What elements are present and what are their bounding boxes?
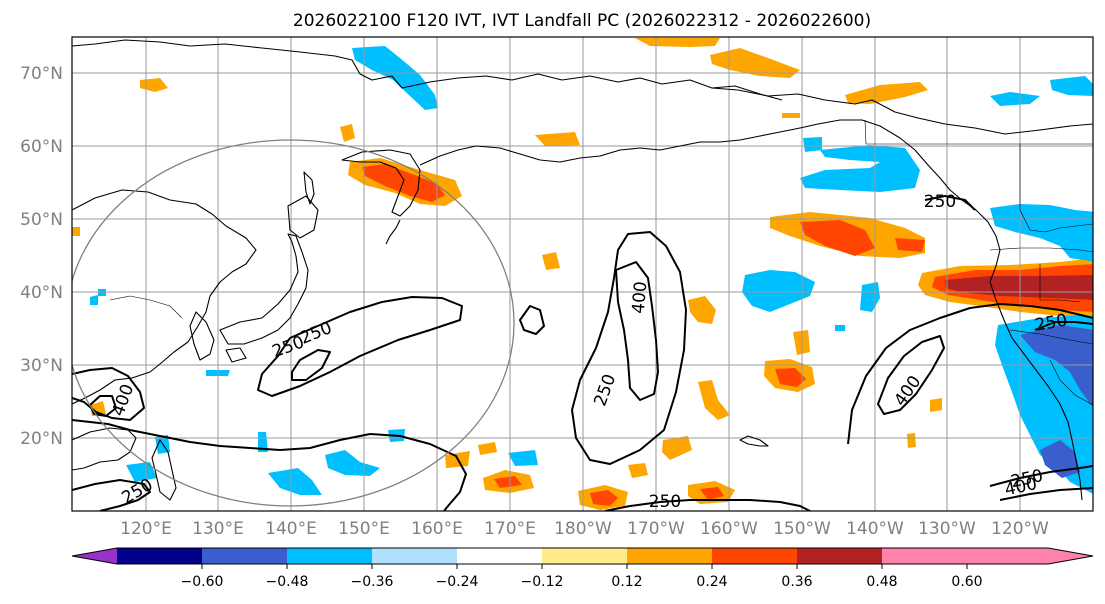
colorbar-extend-low	[72, 548, 117, 564]
colorbar-tick-label: −0.12	[521, 574, 564, 590]
colorbar: −0.60 −0.48 −0.36 −0.24 −0.12 0.12 0.24 …	[71, 547, 1094, 590]
colorbar-tick-label: 0.48	[866, 574, 897, 590]
lon-label: 170°W	[627, 519, 685, 539]
coastlines	[72, 39, 1093, 501]
lon-label: 130°W	[918, 519, 976, 539]
lon-label: 180°W	[554, 519, 612, 539]
lon-label: 120°W	[991, 519, 1049, 539]
colorbar-segment	[882, 548, 967, 564]
lon-label: 160°W	[700, 519, 758, 539]
colorbar-tick-label: 0.24	[696, 574, 727, 590]
lat-label: 60°N	[20, 137, 63, 157]
colorbar-segment	[202, 548, 287, 564]
colorbar-outline	[71, 547, 1094, 565]
lat-label: 40°N	[20, 283, 63, 303]
colorbar-segment	[117, 548, 202, 564]
lon-label: 150°W	[773, 519, 831, 539]
lon-label: 130°E	[192, 519, 244, 539]
map-panel: 250 400 250 400 250 250 400 250 250 400 …	[72, 37, 1093, 512]
colorbar-ticks	[201, 564, 968, 569]
colorbar-tick-label: −0.36	[351, 574, 394, 590]
contour-label: 400	[629, 281, 652, 315]
lon-label: 170°E	[484, 519, 536, 539]
lon-label: 120°E	[120, 519, 172, 539]
colorbar-tick-label: −0.48	[266, 574, 309, 590]
contour-label: 250	[924, 192, 956, 212]
political-borders	[109, 119, 1093, 406]
colorbar-segment	[287, 548, 372, 564]
colorbar-segment	[712, 548, 797, 564]
lon-label: 140°E	[265, 519, 317, 539]
lat-label: 50°N	[20, 210, 63, 230]
contour-label: 250	[649, 492, 681, 512]
colorbar-tick-label: −0.60	[181, 574, 224, 590]
colorbar-tick-label: 0.12	[611, 574, 642, 590]
colorbar-tick-label: −0.24	[436, 574, 479, 590]
lon-label: 150°E	[338, 519, 390, 539]
colorbar-segment	[627, 548, 712, 564]
colorbar-segment	[797, 548, 882, 564]
lat-label: 70°N	[20, 64, 63, 84]
colorbar-segment	[542, 548, 627, 564]
colorbar-tick-label: 0.60	[951, 574, 982, 590]
shaded-ivt-field	[72, 38, 1093, 510]
map-frame	[71, 36, 1094, 512]
lat-label: 30°N	[20, 356, 63, 376]
longitude-labels: 120°E 130°E 140°E 150°E 160°E 170°E 180°…	[120, 519, 1049, 539]
colorbar-tick-label: 0.36	[781, 574, 812, 590]
map-title: 2026022100 F120 IVT, IVT Landfall PC (20…	[293, 11, 871, 31]
lon-label: 160°E	[411, 519, 463, 539]
colorbar-segment	[457, 548, 542, 564]
lat-label: 20°N	[20, 429, 63, 449]
lon-label: 140°W	[846, 519, 904, 539]
colorbar-segment	[372, 548, 457, 564]
landfall-region-circle	[72, 139, 515, 507]
latitude-labels: 70°N 60°N 50°N 40°N 30°N 20°N	[20, 64, 63, 449]
graticule	[72, 37, 1093, 511]
